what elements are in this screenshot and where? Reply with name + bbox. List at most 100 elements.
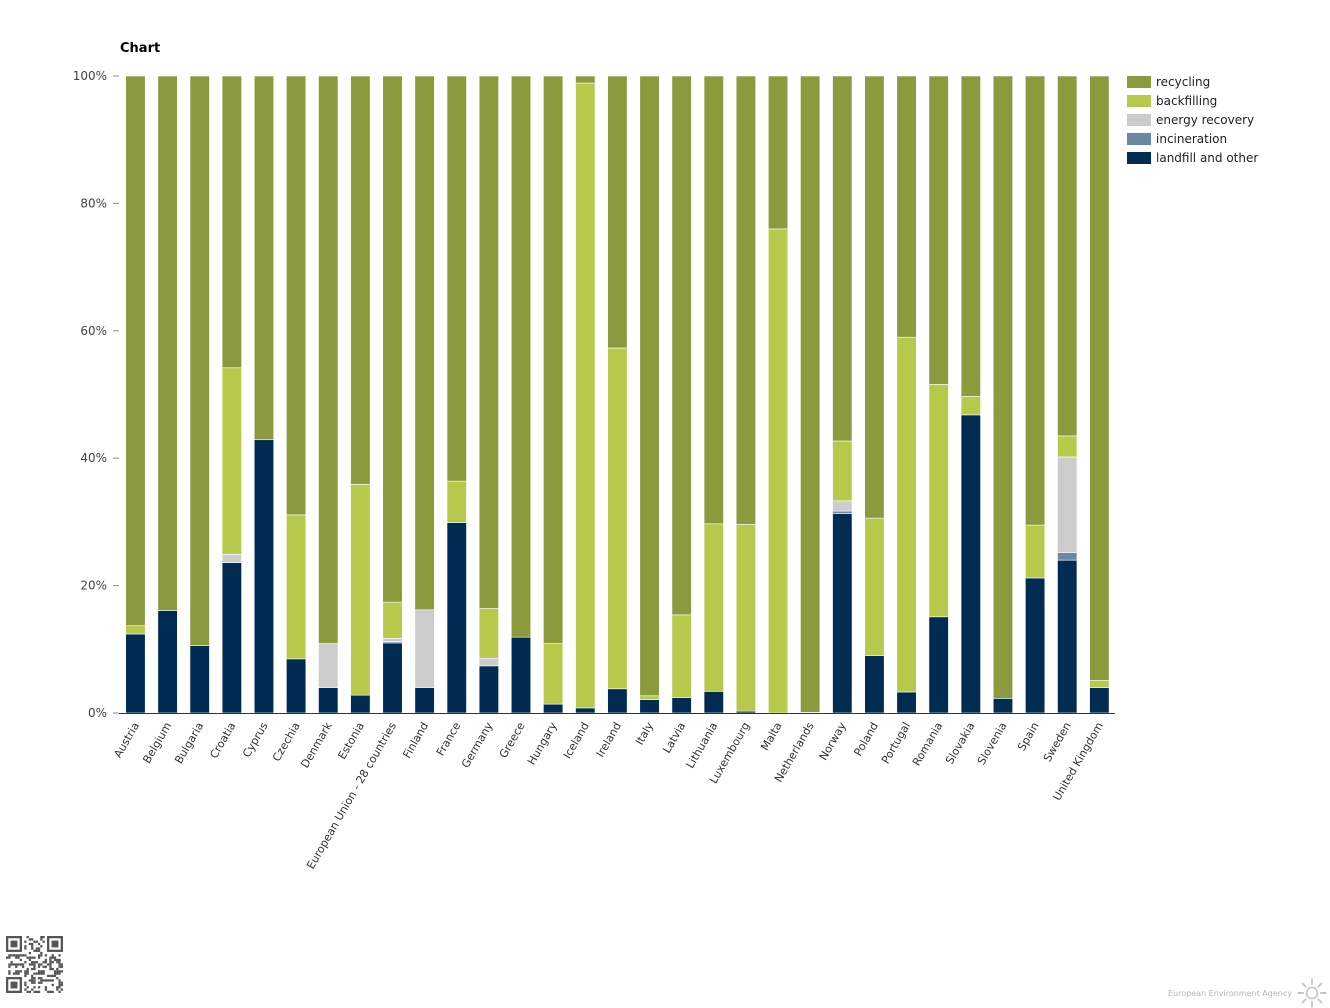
bar-segment-backfilling xyxy=(671,614,692,699)
bar-segment-recycling xyxy=(253,75,275,441)
bar-segment-landfill-and-other xyxy=(1025,577,1046,714)
x-tick-label-norway: Norway xyxy=(817,720,849,763)
x-tick-label-italy: Italy xyxy=(633,720,656,748)
bar-group-czechia xyxy=(286,75,307,714)
bar-segment-backfilling xyxy=(960,396,981,416)
bar-segment-landfill-and-other xyxy=(350,694,371,714)
bar-group-sweden xyxy=(1057,75,1078,714)
bar-group-united-kingdom xyxy=(1089,75,1110,714)
bar-segment-backfilling xyxy=(767,228,789,714)
x-tick-label-austria: Austria xyxy=(111,720,142,760)
bar-segment-recycling xyxy=(414,75,435,611)
x-tick-label-finland: Finland xyxy=(400,720,431,761)
x-tick-label-denmark: Denmark xyxy=(298,719,335,770)
bar-segment-energy-recovery xyxy=(478,657,499,667)
legend-item-energy-recovery[interactable]: energy recovery xyxy=(1127,110,1258,129)
bar-segment-recycling xyxy=(286,75,307,516)
bar-segment-landfill-and-other xyxy=(864,655,885,714)
chart-title: Chart xyxy=(120,41,161,56)
bar-group-european-union-28-countries xyxy=(382,75,403,714)
bar-segment-landfill-and-other xyxy=(832,513,853,714)
y-tick-label: 60% xyxy=(80,324,107,338)
bar-segment-energy-recovery xyxy=(832,500,853,512)
bar-segment-recycling xyxy=(446,75,467,482)
legend-item-landfill-and-other[interactable]: landfill and other xyxy=(1127,148,1258,167)
bar-segment-landfill-and-other xyxy=(446,522,467,714)
legend-swatch xyxy=(1127,94,1151,107)
bar-segment-landfill-and-other xyxy=(992,698,1014,714)
x-tick-label-france: France xyxy=(434,720,464,758)
y-tick-label: 0% xyxy=(88,706,107,720)
bars-layer xyxy=(125,75,1110,714)
bar-segment-recycling xyxy=(1025,75,1046,526)
bar-segment-backfilling xyxy=(1057,435,1078,458)
eea-sun-logo-icon xyxy=(1297,978,1327,1008)
bar-segment-backfilling xyxy=(735,524,756,712)
bar-segment-backfilling xyxy=(478,608,499,659)
bar-group-belgium xyxy=(157,75,178,714)
bar-segment-energy-recovery xyxy=(1057,456,1078,553)
legend-label: incineration xyxy=(1156,131,1228,146)
x-tick-label-latvia: Latvia xyxy=(660,720,688,756)
bar-group-malta xyxy=(767,75,789,714)
bar-group-luxembourg xyxy=(735,75,756,714)
bar-segment-recycling xyxy=(735,75,756,525)
legend-swatch xyxy=(1127,132,1151,145)
legend-label: landfill and other xyxy=(1156,150,1259,165)
bar-segment-backfilling xyxy=(446,480,467,523)
x-tick-label-spain: Spain xyxy=(1015,720,1042,753)
bar-group-finland xyxy=(414,75,435,714)
bar-segment-landfill-and-other xyxy=(414,687,435,714)
legend-item-incineration[interactable]: incineration xyxy=(1127,129,1258,148)
bar-group-latvia xyxy=(671,75,692,714)
x-tick-label-ireland: Ireland xyxy=(594,720,624,759)
eea-brand: European Environment Agency xyxy=(1168,978,1327,1008)
bar-group-germany xyxy=(478,75,499,714)
bar-segment-backfilling xyxy=(1089,680,1110,688)
bar-group-denmark xyxy=(318,75,339,714)
bar-segment-landfill-and-other xyxy=(221,562,242,714)
bar-segment-landfill-and-other xyxy=(286,658,307,714)
bar-group-hungary xyxy=(543,75,564,714)
bar-segment-recycling xyxy=(767,75,789,230)
bar-group-netherlands xyxy=(800,75,821,714)
bar-segment-recycling xyxy=(543,75,564,644)
bar-segment-backfilling xyxy=(125,625,146,635)
chart-legend: recycling backfilling energy recovery incin… xyxy=(1127,72,1258,167)
bar-segment-landfill-and-other xyxy=(157,610,178,714)
bar-group-poland xyxy=(864,75,885,714)
bar-group-romania xyxy=(928,75,949,714)
legend-item-recycling[interactable]: recycling xyxy=(1127,72,1258,91)
bar-segment-recycling xyxy=(671,75,692,616)
bar-segment-backfilling xyxy=(832,440,853,502)
bar-group-ireland xyxy=(607,75,628,714)
bar-segment-backfilling xyxy=(575,82,596,709)
bar-segment-recycling xyxy=(189,75,210,646)
bar-segment-recycling xyxy=(992,75,1014,699)
bar-segment-backfilling xyxy=(286,514,307,660)
bar-segment-backfilling xyxy=(350,484,371,696)
bar-segment-landfill-and-other xyxy=(1057,559,1078,714)
bar-segment-backfilling xyxy=(896,336,917,693)
bar-segment-energy-recovery xyxy=(318,643,339,688)
bar-group-bulgaria xyxy=(189,75,210,714)
bar-segment-landfill-and-other xyxy=(703,691,724,714)
bar-group-slovenia xyxy=(992,75,1014,714)
bar-segment-incineration xyxy=(832,510,853,514)
bar-group-slovakia xyxy=(960,75,981,714)
bar-segment-landfill-and-other xyxy=(607,688,628,714)
bar-segment-landfill-and-other xyxy=(478,665,499,714)
bar-segment-landfill-and-other xyxy=(896,691,917,714)
bar-segment-recycling xyxy=(478,75,499,609)
x-tick-label-czechia: Czechia xyxy=(270,720,303,764)
x-tick-label-sweden: Sweden xyxy=(1041,720,1074,764)
bar-segment-landfill-and-other xyxy=(671,697,692,714)
bar-group-croatia xyxy=(221,75,242,714)
bar-segment-landfill-and-other xyxy=(125,633,146,714)
bar-segment-recycling xyxy=(703,75,724,525)
legend-item-backfilling[interactable]: backfilling xyxy=(1127,91,1258,110)
x-tick-label-malta: Malta xyxy=(758,720,784,753)
bar-segment-recycling xyxy=(125,75,146,627)
bar-segment-recycling xyxy=(639,75,660,697)
